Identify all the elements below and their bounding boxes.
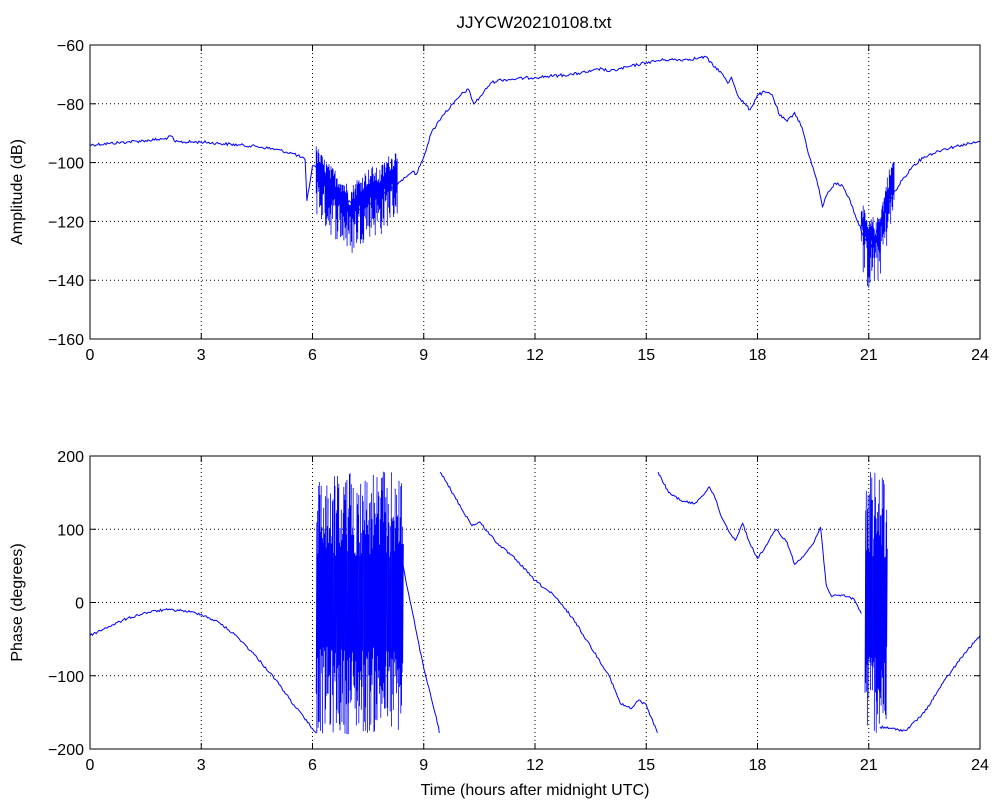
phase-series-line [89, 608, 317, 734]
amplitude-x-tick-label: 12 [526, 347, 544, 364]
phase-y-axis-label: Phase (degrees) [9, 543, 26, 661]
phase-x-tick-label: 6 [308, 757, 317, 774]
phase-x-tick-label: 18 [749, 757, 767, 774]
amplitude-axes: 0 3 6 9 12 15 18 21 24 −160 −140 −120 −100 −80 −60 Ampl… [9, 38, 989, 364]
amplitude-x-tick-label: 21 [860, 347, 878, 364]
phase-y-tick-label: 100 [57, 522, 84, 539]
amplitude-x-tick-label: 6 [308, 347, 317, 364]
phase-y-tick-label: 200 [57, 449, 84, 466]
phase-x-tick-label: 3 [197, 757, 206, 774]
amplitude-y-tick-label: −60 [57, 38, 84, 55]
amplitude-x-tick-label: 24 [971, 347, 989, 364]
amplitude-series-line [89, 55, 981, 250]
amplitude-x-tick-label: 15 [637, 347, 655, 364]
phase-y-tick-label: 0 [75, 596, 84, 613]
phase-x-axis-label: Time (hours after midnight UTC) [421, 782, 650, 799]
phase-x-tick-label: 12 [526, 757, 544, 774]
phase-noise-trace [864, 472, 888, 733]
phase-series-line [879, 635, 981, 733]
amplitude-noise-trace [315, 146, 398, 253]
amplitude-y-tick-label: −120 [48, 214, 84, 231]
amplitude-x-tick-label: 3 [197, 347, 206, 364]
phase-x-tick-label: 9 [419, 757, 428, 774]
phase-y-tick-label: −100 [48, 669, 84, 686]
phase-x-tick-label: 24 [971, 757, 989, 774]
phase-noise-trace [315, 471, 404, 735]
amplitude-y-tick-label: −100 [48, 156, 84, 173]
amplitude-y-axis-label: Amplitude (dB) [9, 139, 26, 245]
phase-x-tick-label: 0 [86, 757, 95, 774]
phase-x-tick-label: 21 [860, 757, 878, 774]
phase-axes: 0 3 6 9 12 15 18 21 24 −200 −100 0 100 200 Phase (degr… [9, 449, 989, 799]
phase-series-line [657, 471, 862, 614]
amplitude-noise-trace [860, 162, 895, 288]
phase-y-tick-label: −200 [48, 742, 84, 759]
amplitude-x-tick-label: 18 [749, 347, 767, 364]
phase-series-line [401, 558, 440, 733]
amplitude-y-tick-label: −160 [48, 332, 84, 349]
phase-x-tick-label: 15 [637, 757, 655, 774]
amplitude-x-tick-label: 9 [419, 347, 428, 364]
amplitude-y-tick-label: −140 [48, 273, 84, 290]
figure-title: JJYCW20210108.txt [457, 13, 612, 32]
amplitude-y-tick-label: −80 [57, 97, 84, 114]
amplitude-x-tick-label: 0 [86, 347, 95, 364]
phase-series-line [439, 471, 658, 734]
